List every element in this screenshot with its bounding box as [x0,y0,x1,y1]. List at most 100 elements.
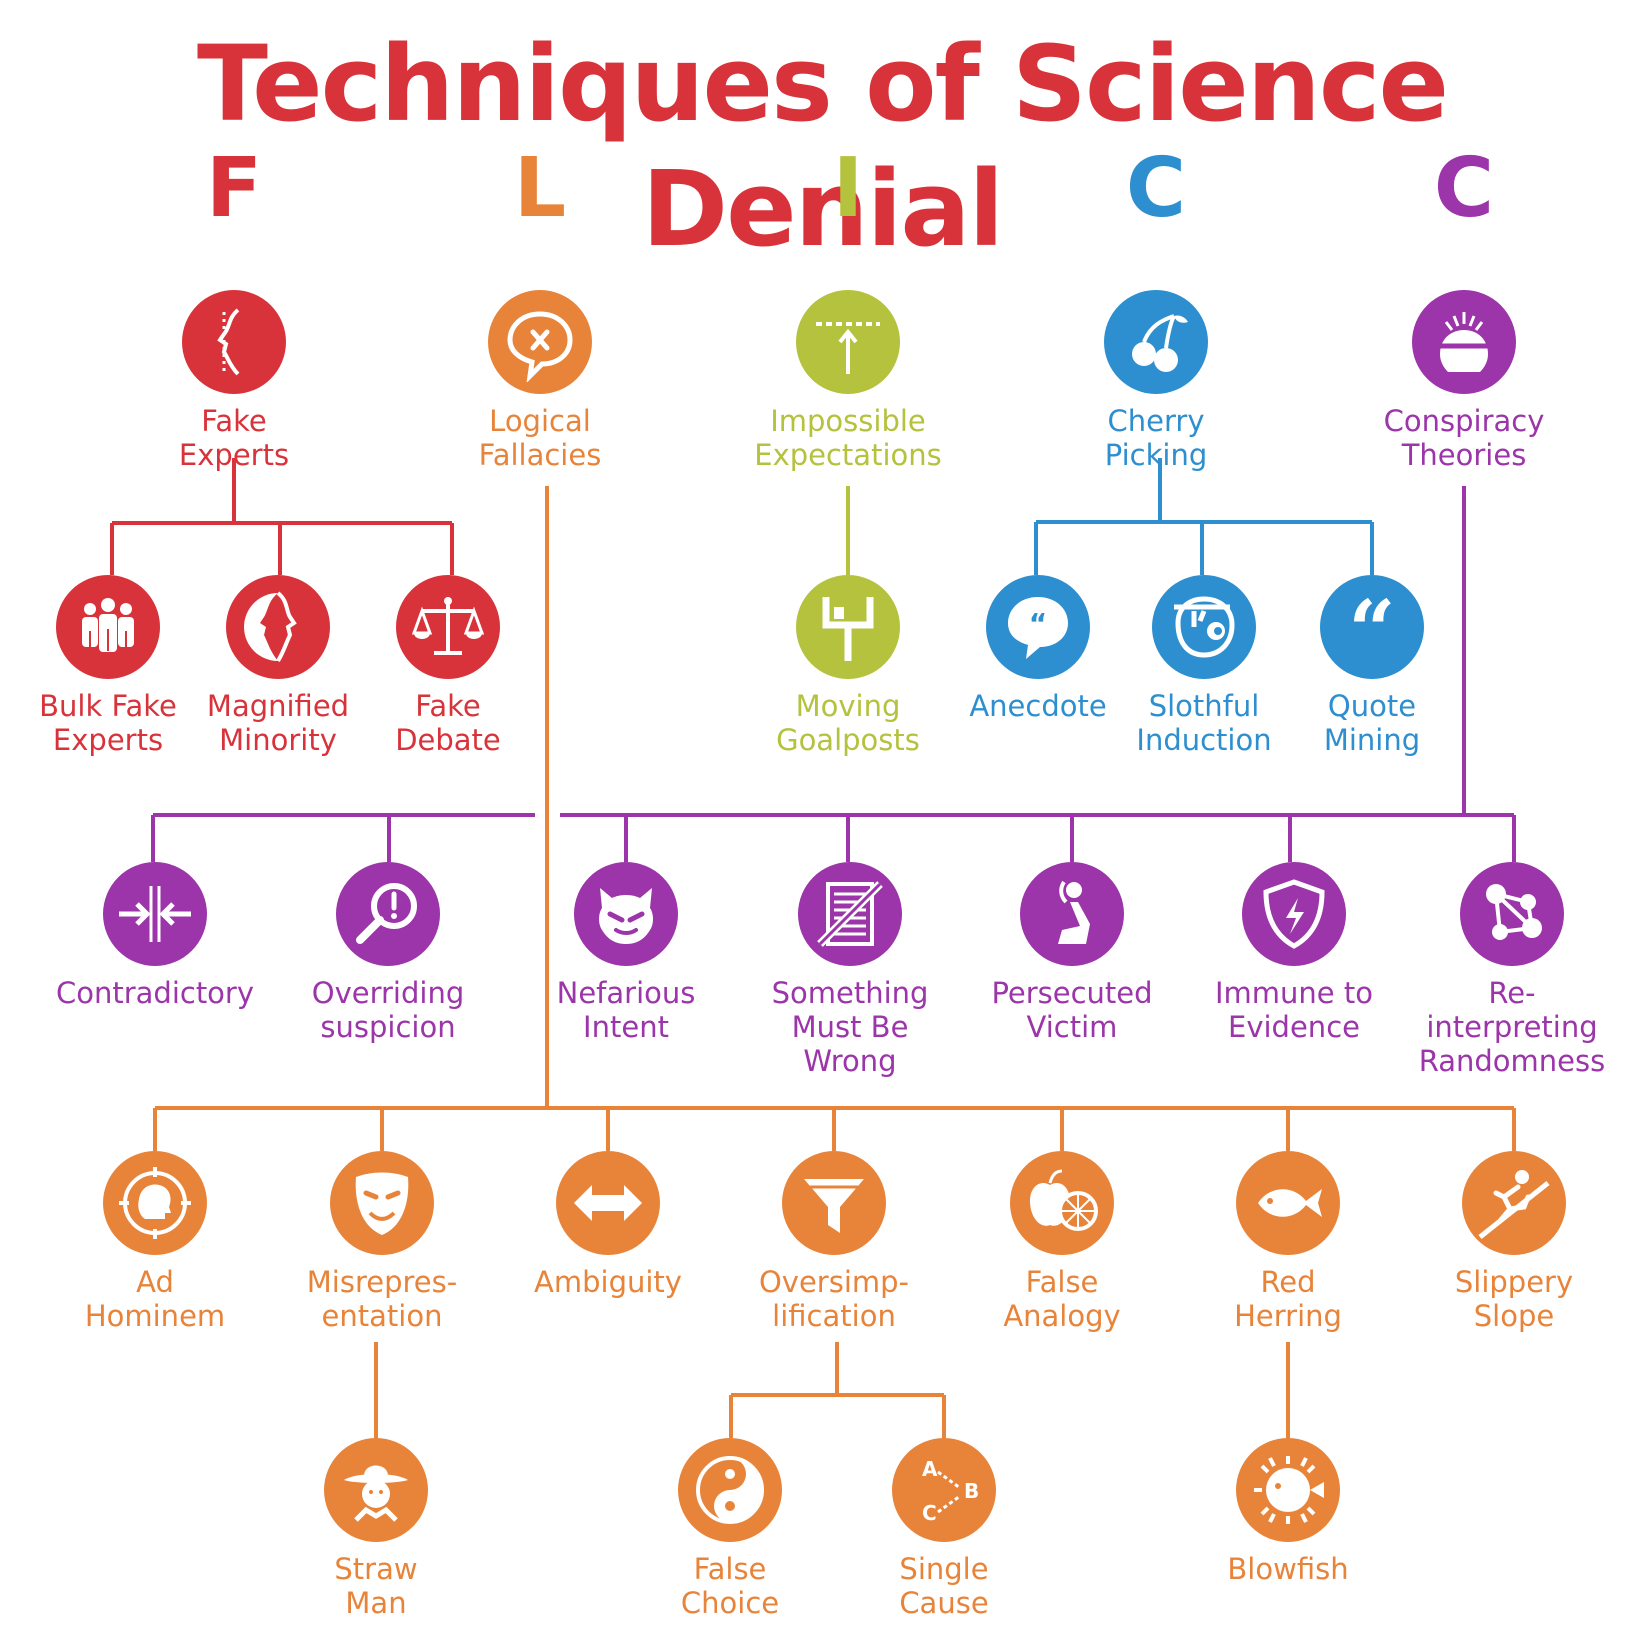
connector-l [153,486,1516,1438]
magnified-minority-node [226,575,330,679]
acronym-letter: F [205,141,262,236]
svg-text:“: “ [1348,587,1395,667]
slothful-induction-label: Slothful Induction [1136,689,1272,757]
false-analogy-label: False Analogy [1003,1265,1121,1333]
sloth-icon [1174,596,1235,658]
immune-to-evidence-label: Immune to Evidence [1215,976,1373,1044]
magnifier-exclamation-icon [356,883,417,944]
svg-text:A: A [922,1457,938,1481]
slippery-slope-label: Slippery Slope [1454,1265,1574,1333]
straw-man-node [324,1438,428,1542]
something-must-be-wrong-label: Something Must Be Wrong [771,976,929,1078]
acronym-letter: I [832,141,864,236]
kneeling-person-icon [1058,880,1090,944]
connector-f [110,458,454,575]
mask-icon [355,1172,409,1235]
scales-icon [411,597,485,655]
single-cause-node: A B C [892,1438,996,1542]
double-arrow-icon [574,1185,642,1221]
svg-text:“: “ [1029,607,1047,640]
straw-man-label: Straw Man [334,1552,418,1620]
false-choice-node [678,1438,782,1542]
re-interpreting-randomness-label: Re-interpreting Randomness [1418,976,1606,1078]
ad-hominem-label: Ad Hominem [84,1265,226,1333]
anecdote-node: “ [986,575,1090,679]
quote-mining-node: “ [1320,575,1424,679]
oversimplification-node [782,1151,886,1255]
devil-face-icon [599,888,653,944]
ambiguity-node [556,1151,660,1255]
misrepresentation-node [330,1151,434,1255]
crossed-document-icon [817,881,883,947]
false-analogy-node [1010,1151,1114,1255]
red-herring-node [1236,1151,1340,1255]
crowd-icon [82,598,134,652]
acronym-letter: L [513,141,567,236]
overriding-suspicion-label: Overriding suspicion [311,976,465,1044]
cherry-picking-node [1104,290,1208,394]
single-cause-label: Single Cause [899,1552,989,1620]
acronym-letter: C [1433,141,1495,236]
cherry-picking-label: Cherry Picking [1104,404,1208,472]
contradictory-node [103,862,207,966]
oversimplification-label: Oversimp- lification [758,1265,910,1333]
svg-text:C: C [922,1501,937,1525]
conspiracy-theories-label: Conspiracy Theories [1383,404,1545,472]
impossible-expectations-label: Impossible Expectations [754,404,942,472]
fish-icon [1258,1189,1322,1217]
contradictory-label: Contradictory [55,976,255,1010]
something-must-be-wrong-node [798,862,902,966]
ad-hominem-node [103,1151,207,1255]
fake-experts-label: Fake Experts [178,404,290,472]
moving-goalposts-label: Moving Goalposts [776,689,920,757]
immune-to-evidence-node [1242,862,1346,966]
scarecrow-icon [344,1465,408,1522]
false-choice-label: False Choice [680,1552,780,1620]
blowfish-label: Blowfish [1227,1552,1349,1586]
magnified-minority-label: Magnified Minority [206,689,350,757]
blowfish-node [1236,1438,1340,1542]
impossible-expectations-node [796,290,900,394]
conspiracy-theories-node [1412,290,1516,394]
nefarious-intent-label: Nefarious Intent [556,976,696,1044]
red-herring-label: Red Herring [1234,1265,1342,1333]
nefarious-intent-node [574,862,678,966]
connector-c1 [1034,458,1374,575]
target-head-icon [119,1167,191,1239]
ambiguity-label: Ambiguity [534,1265,682,1299]
yin-yang-icon [696,1456,764,1524]
shield-lightning-icon [1263,879,1325,949]
abc-arrows-icon: A B C [922,1457,979,1525]
arrow-to-line-icon [816,322,880,374]
connected-dots-icon [1486,884,1542,940]
slippery-slope-node [1462,1151,1566,1255]
persecuted-victim-label: Persecuted Victim [991,976,1153,1044]
svg-text:B: B [964,1479,979,1503]
quote-marks-icon: “ [1348,587,1395,667]
blowfish-icon [1254,1456,1324,1524]
anecdote-label: Anecdote [969,689,1107,723]
funnel-icon [804,1179,864,1233]
connector-c2 [151,486,1516,862]
speech-quote-icon: “ [1008,597,1068,659]
persecuted-victim-node [1020,862,1124,966]
opposing-arrows-icon [119,886,191,942]
fake-debate-node [396,575,500,679]
apple-orange-icon [1030,1169,1098,1231]
logical-fallacies-node [488,290,592,394]
quote-mining-label: Quote Mining [1323,689,1421,757]
re-interpreting-randomness-node [1460,862,1564,966]
fake-experts-node [182,290,286,394]
logical-fallacies-label: Logical Fallacies [478,404,602,472]
speech-bubble-x-icon [507,311,573,382]
head-lightning-icon [1438,312,1490,372]
misrepresentation-label: Misrepres- entation [306,1265,458,1333]
cherry-icon [1132,314,1188,372]
face-profile-icon [217,308,240,376]
goalpost-icon [822,597,874,661]
bulk-fake-experts-node [56,575,160,679]
faces-icon [244,591,297,663]
slothful-induction-node [1152,575,1256,679]
acronym-letter: C [1125,141,1187,236]
